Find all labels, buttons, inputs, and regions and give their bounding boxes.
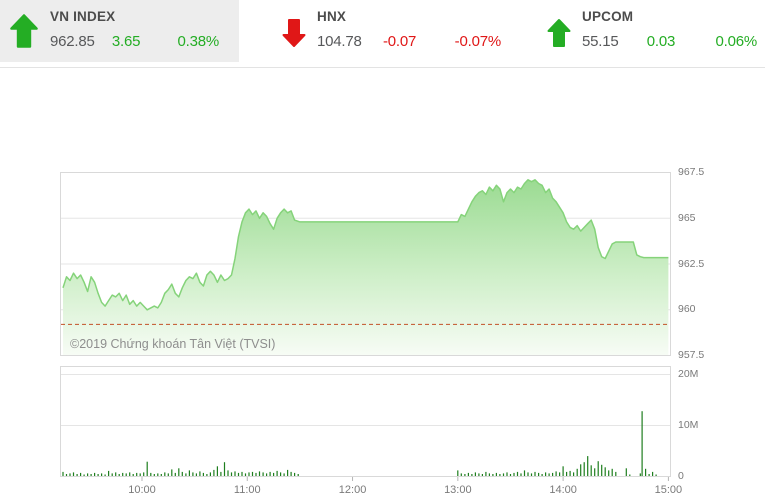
volume-bar-chart xyxy=(60,366,671,481)
time-tick-label: 14:00 xyxy=(549,484,577,496)
time-tick-label: 11:00 xyxy=(233,484,261,496)
down-arrow-icon xyxy=(282,18,306,53)
index-ticker-bar: VN INDEX 962.85 3.65 0.38% HNX 104.78 -0… xyxy=(0,0,765,68)
volume-tick-label: 20M xyxy=(678,368,699,380)
up-arrow-icon xyxy=(547,18,571,53)
price-tick-label: 960 xyxy=(678,303,696,316)
intraday-chart-panel: 967.5 965 962.5 960 957.5 20M 10M 0 10:00 11:00… xyxy=(0,68,765,496)
index-values: 962.85 3.65 0.38% xyxy=(50,33,219,50)
price-tick-label: 957.5 xyxy=(678,349,705,361)
index-card-upcom[interactable]: UPCOM 55.15 0.03 0.06% xyxy=(515,0,765,62)
index-change: 3.65 xyxy=(111,33,141,50)
price-tick-label: 962.5 xyxy=(678,257,705,270)
index-name: VN INDEX xyxy=(50,9,116,24)
time-tick-label: 15:00 xyxy=(654,484,683,496)
volume-tick-label: 10M xyxy=(678,419,699,431)
index-change: -0.07 xyxy=(383,33,417,50)
index-change-percent: 0.06% xyxy=(715,33,757,50)
index-card-vnindex[interactable]: VN INDEX 962.85 3.65 0.38% xyxy=(0,0,239,62)
index-name: UPCOM xyxy=(582,9,634,24)
index-change: 0.03 xyxy=(646,33,676,50)
index-values: 104.78 -0.07 -0.07% xyxy=(317,33,501,50)
index-values: 55.15 0.03 0.06% xyxy=(582,33,757,50)
price-area-chart xyxy=(60,172,671,356)
index-value: 962.85 xyxy=(50,33,95,50)
index-change-percent: -0.07% xyxy=(454,33,502,50)
copyright-label: ©2019 Chứng khoán Tân Việt (TVSI) xyxy=(70,337,276,351)
time-tick-label: 12:00 xyxy=(338,484,367,496)
index-card-hnx[interactable]: HNX 104.78 -0.07 -0.07% xyxy=(250,0,515,62)
index-value: 55.15 xyxy=(582,33,619,50)
price-tick-label: 965 xyxy=(678,211,696,224)
price-tick-label: 967.5 xyxy=(678,166,705,178)
time-tick-label: 10:00 xyxy=(128,484,156,496)
volume-tick-label: 0 xyxy=(678,470,684,482)
index-change-percent: 0.38% xyxy=(177,33,219,50)
up-arrow-icon xyxy=(9,13,39,54)
index-value: 104.78 xyxy=(317,33,362,50)
time-tick-label: 13:00 xyxy=(444,484,472,496)
index-name: HNX xyxy=(317,9,347,24)
